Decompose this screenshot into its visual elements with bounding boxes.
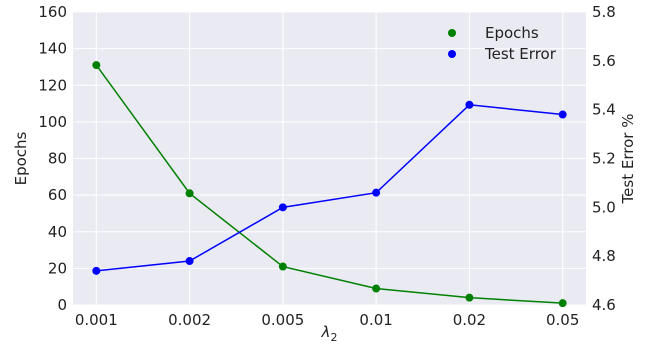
data-point bbox=[92, 61, 101, 70]
data-point bbox=[558, 110, 567, 119]
x-tick-label: 0.05 bbox=[546, 311, 579, 329]
data-point bbox=[372, 188, 381, 197]
left-tick-label: 20 bbox=[48, 259, 67, 277]
x-tick-label: 0.01 bbox=[359, 311, 392, 329]
legend-label: Test Error bbox=[484, 45, 557, 63]
left-tick-label: 0 bbox=[57, 296, 67, 314]
right-axis-label: Test Error % bbox=[619, 114, 637, 205]
series-line-0 bbox=[95, 64, 563, 304]
legend: Epochs Test Error bbox=[448, 24, 557, 63]
data-point bbox=[278, 262, 287, 271]
data-point bbox=[558, 299, 567, 308]
data-point bbox=[465, 293, 474, 302]
right-tick-label: 5.6 bbox=[592, 52, 616, 70]
series-line-1 bbox=[96, 104, 563, 272]
x-axis-ticks: 0.001 0.002 0.005 0.01 0.02 0.05 bbox=[75, 311, 580, 329]
x-axis-label: λ2 bbox=[321, 323, 338, 344]
legend-label: Epochs bbox=[485, 24, 539, 42]
data-point bbox=[465, 100, 474, 109]
data-point bbox=[372, 284, 381, 293]
data-point bbox=[278, 203, 287, 212]
series-layer bbox=[92, 61, 567, 308]
right-axis-ticks: 4.6 4.8 5.0 5.2 5.4 5.6 5.8 bbox=[592, 3, 616, 314]
data-point bbox=[185, 189, 194, 198]
left-axis-label: Epochs bbox=[12, 131, 30, 185]
left-tick-label: 40 bbox=[48, 223, 67, 241]
legend-marker bbox=[448, 50, 456, 58]
x-axis-label-subscript: 2 bbox=[330, 331, 337, 344]
left-tick-label: 80 bbox=[48, 150, 67, 168]
x-tick-label: 0.02 bbox=[453, 311, 486, 329]
legend-marker bbox=[448, 29, 456, 37]
x-axis-label-base: λ bbox=[321, 323, 331, 341]
right-tick-label: 4.6 bbox=[592, 296, 616, 314]
right-tick-label: 5.2 bbox=[592, 150, 616, 168]
right-tick-label: 5.0 bbox=[592, 198, 616, 216]
right-tick-label: 5.8 bbox=[592, 3, 616, 21]
x-tick-label: 0.002 bbox=[168, 311, 211, 329]
left-tick-label: 100 bbox=[38, 113, 67, 131]
left-tick-label: 160 bbox=[38, 3, 67, 21]
right-tick-label: 4.8 bbox=[592, 247, 616, 265]
right-tick-label: 5.4 bbox=[592, 101, 616, 119]
data-point bbox=[92, 266, 101, 275]
left-axis-ticks: 0 20 40 60 80 100 120 140 160 bbox=[38, 3, 67, 314]
x-tick-label: 0.005 bbox=[261, 311, 304, 329]
x-tick-label: 0.001 bbox=[75, 311, 118, 329]
left-tick-label: 140 bbox=[38, 40, 67, 58]
left-tick-label: 120 bbox=[38, 76, 67, 94]
left-tick-label: 60 bbox=[48, 186, 67, 204]
grid-lines bbox=[73, 11, 586, 306]
data-point bbox=[185, 257, 194, 266]
